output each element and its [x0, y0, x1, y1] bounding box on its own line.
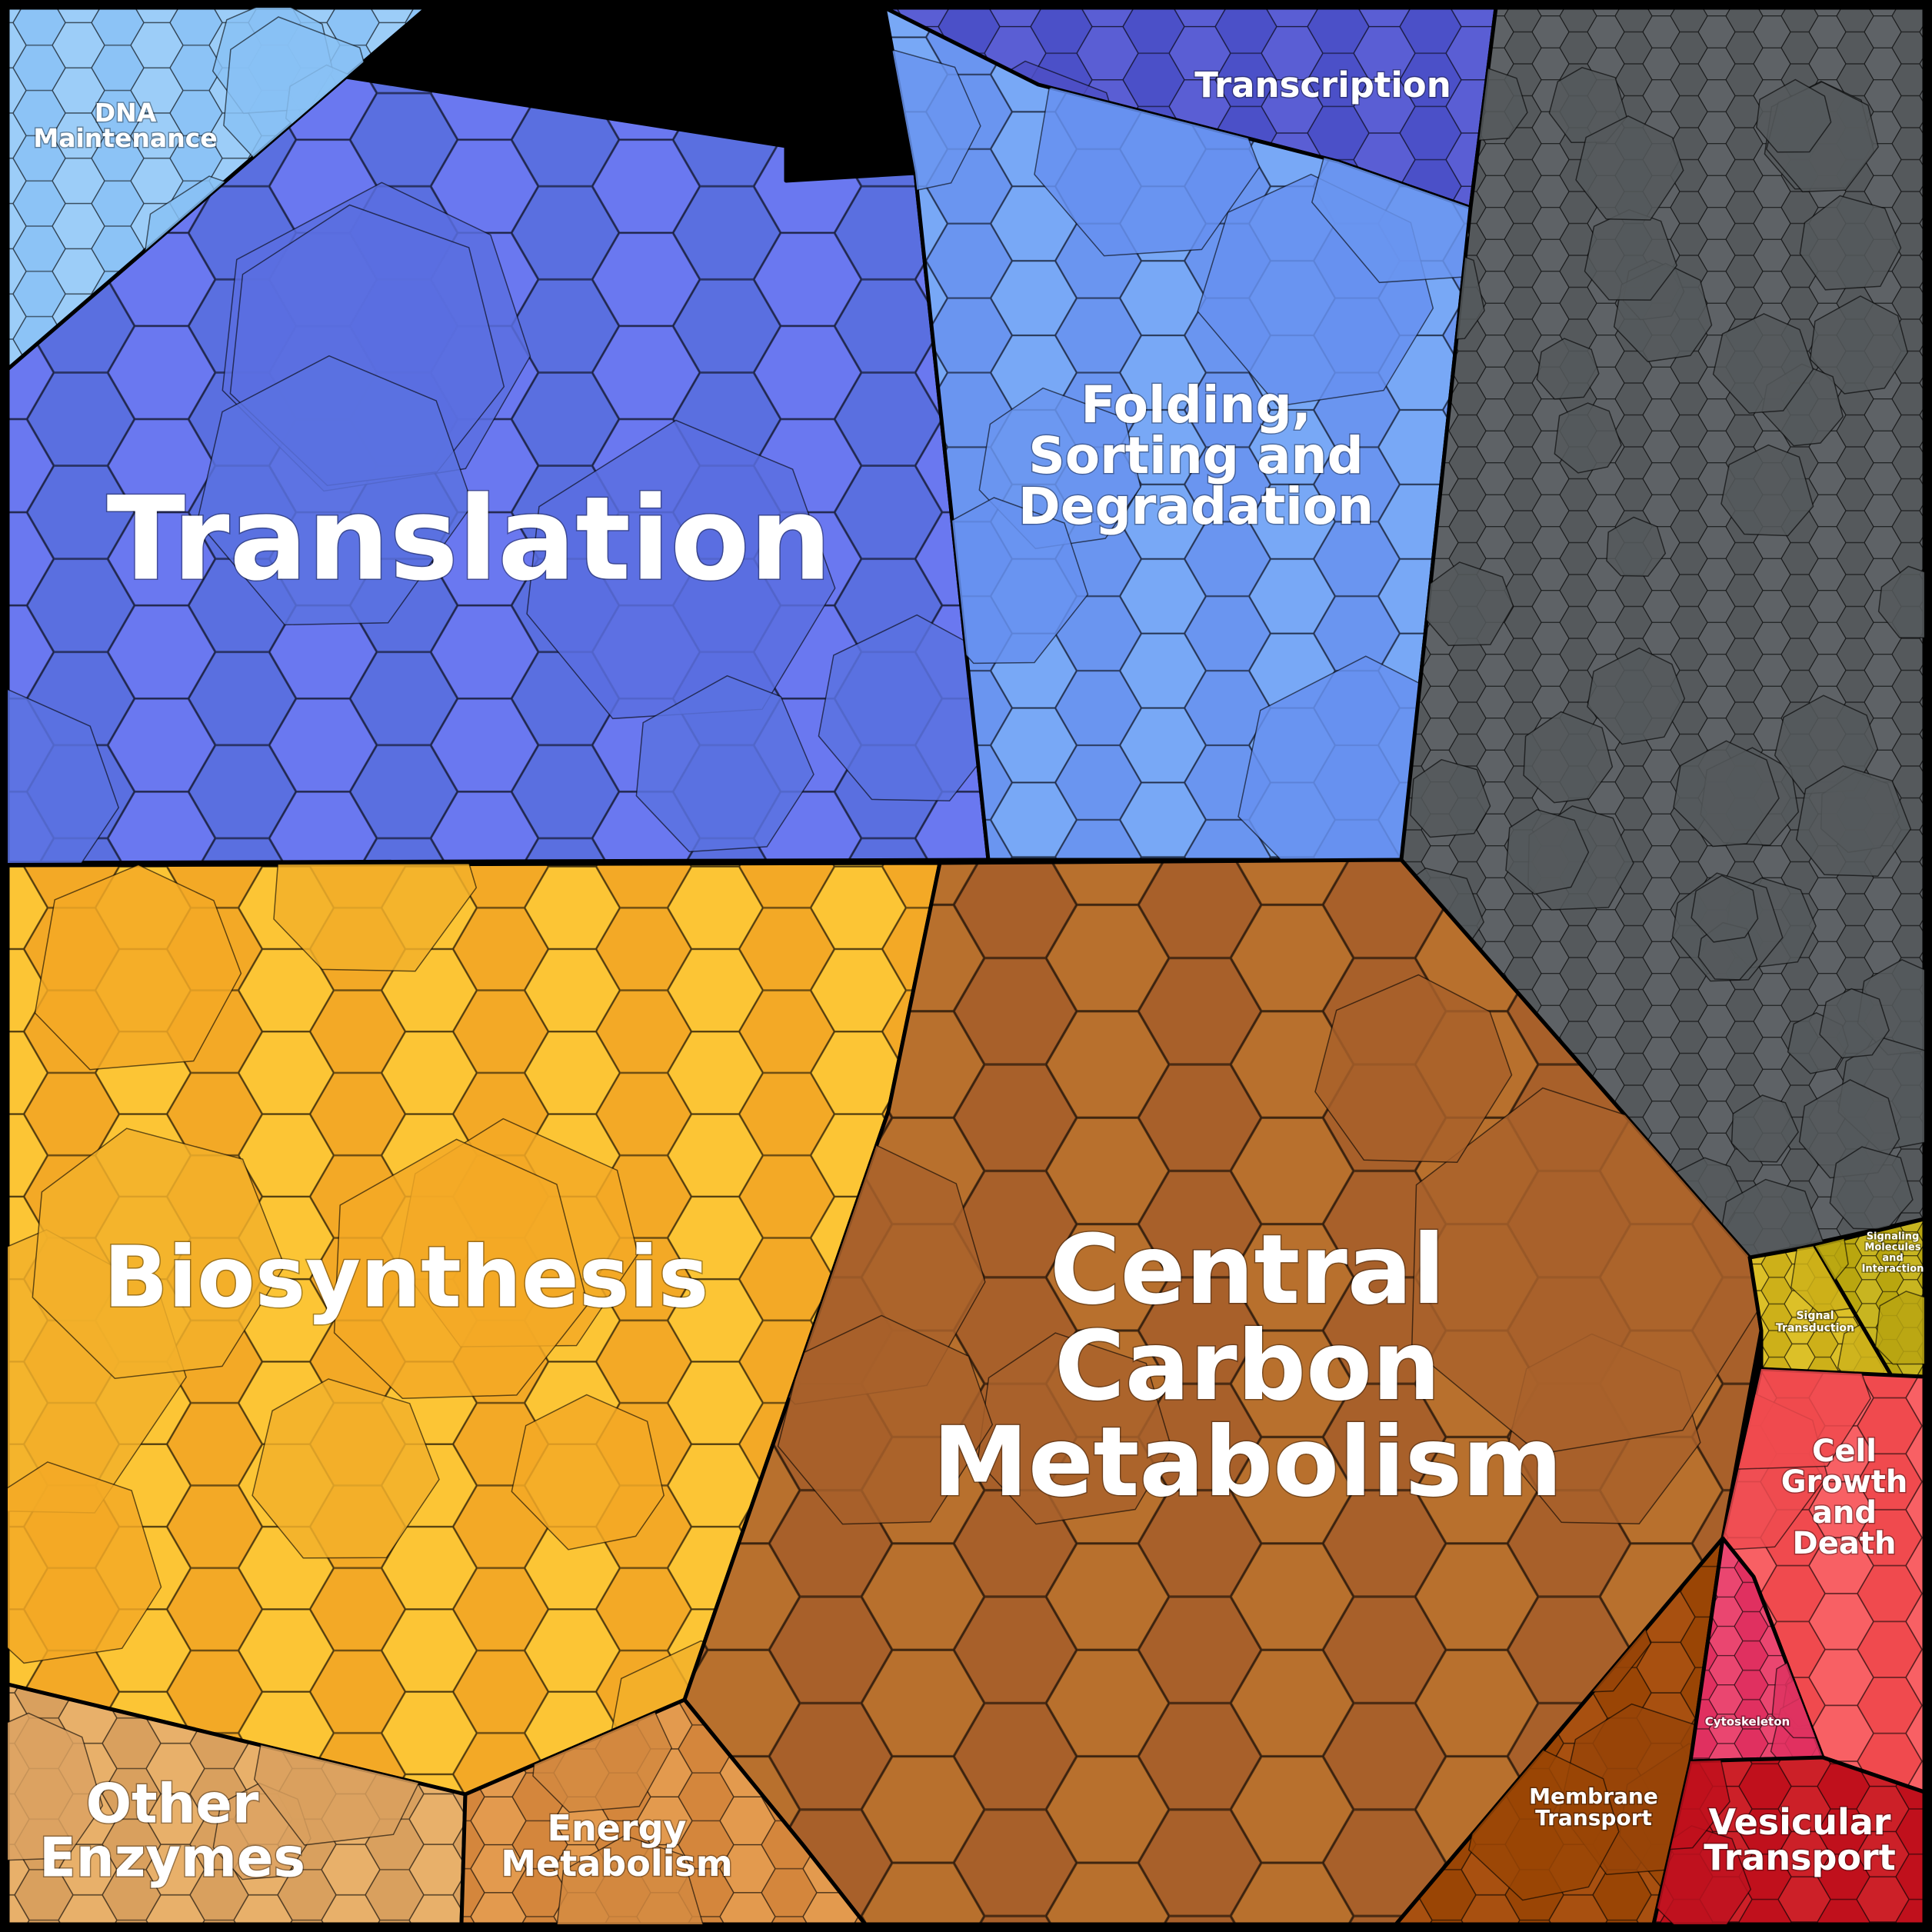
- label-line-central-carbon-metabolism-0: Central: [1050, 1214, 1445, 1326]
- label-signal-transduction: Signal Transduction: [1776, 1310, 1854, 1334]
- label-line-membrane-transport-1: Transport: [1535, 1805, 1652, 1830]
- label-line-energy-metabolism-0: Energy: [548, 1807, 687, 1849]
- label-other-enzymes: Other Enzymes: [39, 1773, 305, 1890]
- label-line-energy-metabolism-1: Metabolism: [501, 1843, 732, 1884]
- label-line-other-enzymes-0: Other: [86, 1773, 259, 1836]
- label-cell-growth-and-death: Cell Growth and Death: [1781, 1434, 1908, 1561]
- label-transcription: Transcription: [1194, 65, 1451, 105]
- label-line-membrane-transport-0: Membrane: [1529, 1784, 1658, 1809]
- label-line-central-carbon-metabolism-1: Carbon: [1054, 1311, 1441, 1422]
- label-line-folding-sorting-and-degradation-2: Degradation: [1018, 477, 1374, 536]
- label-line-signaling-molecules-and-interaction-2: and: [1882, 1253, 1903, 1264]
- label-line-other-enzymes-1: Enzymes: [39, 1827, 305, 1890]
- label-line-cell-growth-and-death-3: Death: [1793, 1526, 1897, 1561]
- label-line-cytoskeleton-0: Cytoskeleton: [1705, 1714, 1790, 1728]
- label-line-dna-maintenance-0: DNA: [95, 98, 157, 128]
- sub-cells-translation: [8, 182, 988, 863]
- label-energy-metabolism: Energy Metabolism: [501, 1807, 732, 1884]
- label-line-central-carbon-metabolism-2: Metabolism: [933, 1407, 1563, 1518]
- label-line-folding-sorting-and-degradation-1: Sorting and: [1028, 426, 1364, 485]
- label-line-cell-growth-and-death-2: and: [1812, 1495, 1877, 1531]
- label-central-carbon-metabolism: Central Carbon Metabolism: [933, 1214, 1563, 1518]
- label-line-cell-growth-and-death-0: Cell: [1812, 1434, 1877, 1469]
- label-vesicular-transport: Vesicular Transport: [1704, 1801, 1895, 1878]
- label-line-signaling-molecules-and-interaction-1: Molecules: [1864, 1242, 1920, 1254]
- label-line-dna-maintenance-1: Maintenance: [33, 123, 217, 153]
- label-membrane-transport: Membrane Transport: [1529, 1784, 1658, 1830]
- label-line-cell-growth-and-death-1: Growth: [1781, 1464, 1908, 1500]
- label-translation: Translation: [107, 473, 832, 607]
- label-line-translation-0: Translation: [107, 473, 832, 607]
- label-folding-sorting-and-degradation: Folding, Sorting and Degradation: [1018, 375, 1374, 536]
- label-line-signaling-molecules-and-interaction-3: Interaction: [1862, 1264, 1924, 1275]
- label-line-signaling-molecules-and-interaction-0: Signaling: [1867, 1231, 1920, 1243]
- sub-cells-biosynthesis: [8, 863, 788, 1794]
- label-line-vesicular-transport-1: Transport: [1704, 1837, 1895, 1878]
- label-biosynthesis: Biosynthesis: [104, 1228, 709, 1327]
- label-line-transcription-0: Transcription: [1194, 65, 1451, 105]
- label-line-signal-transduction-1: Transduction: [1776, 1322, 1854, 1334]
- category-labels: Translation DNA Maintenance Transcription Fo…: [32, 63, 1925, 1890]
- label-line-biosynthesis-0: Biosynthesis: [104, 1228, 709, 1327]
- label-cytoskeleton: Cytoskeleton: [1705, 1714, 1790, 1728]
- label-signaling-molecules-and-interaction: Signaling Molecules and Interaction: [1862, 1231, 1924, 1275]
- label-dna-maintenance: DNA Maintenance: [33, 98, 217, 153]
- label-line-vesicular-transport-0: Vesicular: [1709, 1801, 1891, 1843]
- label-line-folding-sorting-and-degradation-0: Folding,: [1081, 375, 1311, 435]
- label-line-signal-transduction-0: Signal: [1796, 1310, 1834, 1322]
